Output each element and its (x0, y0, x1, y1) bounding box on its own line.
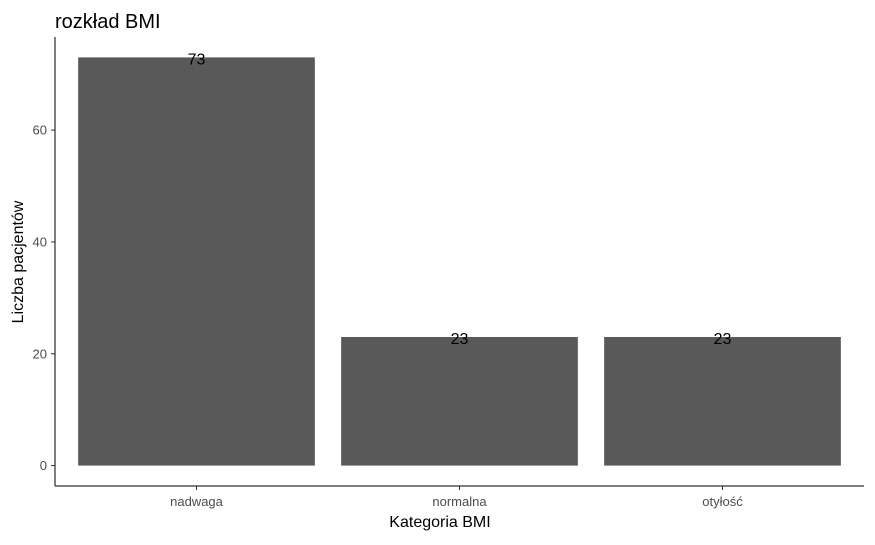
y-tick-label-60: 60 (33, 123, 47, 138)
y-tick-label-40: 40 (33, 234, 47, 249)
y-axis-title: Liczba pacjentów (10, 200, 27, 323)
x-tick-label-normalna: normalna (432, 494, 487, 509)
bar-otyłość (604, 336, 841, 466)
y-tick-label-20: 20 (33, 346, 47, 361)
data-label-normalna: 23 (451, 331, 469, 348)
y-tick-label-0: 0 (40, 458, 47, 473)
data-label-nadwaga: 73 (188, 51, 206, 68)
data-labels-layer: 73 23 23 (188, 51, 732, 348)
data-label-otyłość: 23 (714, 331, 732, 348)
bar-normalna (341, 336, 578, 466)
x-tick-label-otyłość: otyłość (702, 494, 743, 509)
x-axis: nadwaga normalna otyłość (170, 486, 743, 509)
x-axis-title: Kategoria BMI (389, 514, 490, 531)
x-tick-label-nadwaga: nadwaga (170, 494, 224, 509)
bars-layer (78, 57, 841, 466)
chart-title: rozkład BMI (55, 11, 161, 33)
bar-nadwaga (78, 57, 315, 466)
y-axis: 0 20 40 60 (33, 123, 55, 473)
